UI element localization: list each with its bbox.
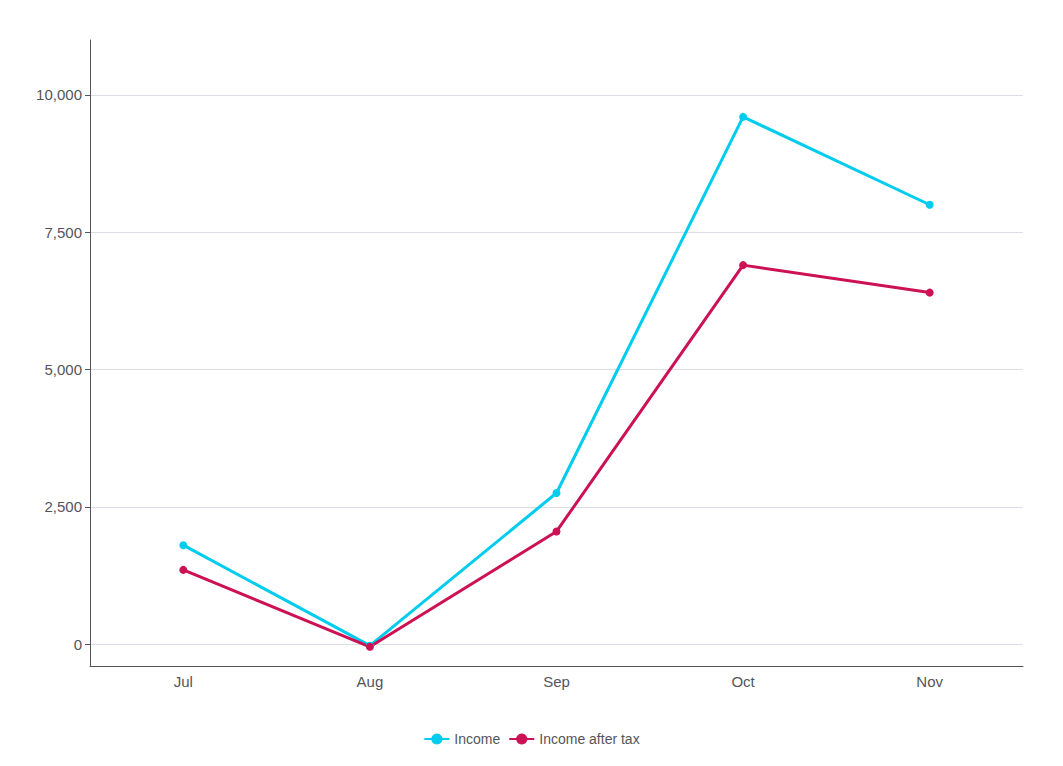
svg-text:0: 0 bbox=[74, 636, 82, 653]
svg-text:Nov: Nov bbox=[916, 673, 943, 690]
svg-text:5,000: 5,000 bbox=[44, 361, 82, 378]
svg-text:Income: Income bbox=[454, 731, 500, 747]
svg-text:7,500: 7,500 bbox=[44, 224, 82, 241]
svg-text:10,000: 10,000 bbox=[36, 86, 82, 103]
svg-text:Jul: Jul bbox=[174, 673, 193, 690]
svg-text:Sep: Sep bbox=[543, 673, 570, 690]
svg-text:Aug: Aug bbox=[357, 673, 384, 690]
svg-text:Oct: Oct bbox=[731, 673, 755, 690]
svg-text:Income after tax: Income after tax bbox=[539, 731, 639, 747]
svg-text:2,500: 2,500 bbox=[44, 498, 82, 515]
